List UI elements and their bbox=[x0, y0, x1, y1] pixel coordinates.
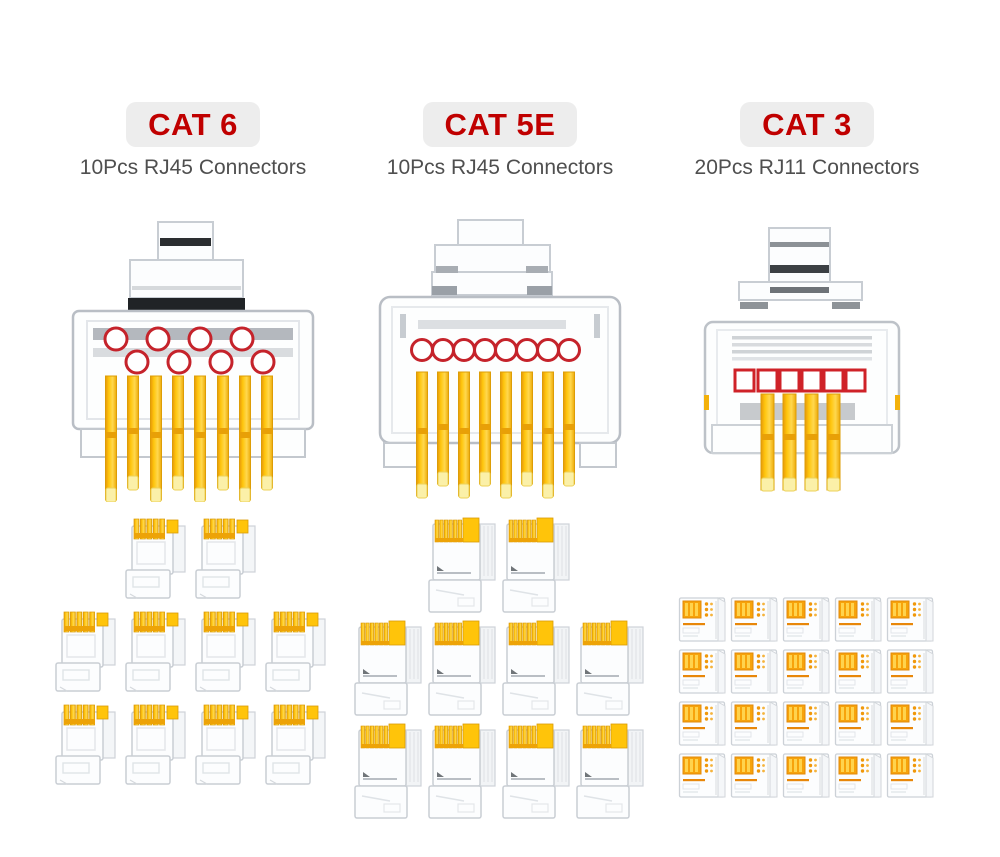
column-cat3: CAT 3 20Pcs RJ11 Connectors bbox=[652, 0, 962, 804]
cat3-grid-row bbox=[678, 752, 936, 799]
cat5e-small-connector bbox=[502, 517, 570, 613]
cat3-pack-grid bbox=[678, 596, 936, 804]
cat3-grid-row bbox=[678, 596, 936, 643]
cat5e-small-connector bbox=[428, 517, 496, 613]
cat5e-badge: CAT 5E bbox=[422, 102, 578, 147]
cat3-subtitle: 20Pcs RJ11 Connectors bbox=[694, 156, 920, 179]
cat3-small-connector bbox=[730, 701, 778, 746]
column-cat6: CAT 6 10Pcs RJ45 Connectors bbox=[38, 0, 348, 795]
cat3-small-connector bbox=[782, 701, 830, 746]
cat6-small-connector bbox=[125, 518, 186, 599]
cat3-small-connector bbox=[834, 597, 882, 642]
cat5e-pack-grid bbox=[354, 516, 646, 825]
cat3-small-connector bbox=[886, 701, 934, 746]
cat5e-small-connector bbox=[354, 620, 422, 716]
cat6-subtitle: 10Pcs RJ45 Connectors bbox=[79, 156, 307, 179]
cat3-small-connector bbox=[730, 753, 778, 798]
cat6-connector-front-view bbox=[71, 221, 315, 502]
cat3-small-connector bbox=[834, 701, 882, 746]
cat3-small-connector bbox=[886, 597, 934, 642]
column-cat5e: CAT 5E 10Pcs RJ45 Connectors bbox=[345, 0, 655, 825]
cat3-small-connector bbox=[730, 597, 778, 642]
cat3-small-connector bbox=[678, 649, 726, 694]
cat5e-small-connector bbox=[502, 620, 570, 716]
cat3-small-connector bbox=[730, 649, 778, 694]
cat6-small-connector bbox=[125, 611, 186, 692]
cat3-grid-row bbox=[678, 700, 936, 747]
cat5e-small-connector bbox=[576, 723, 644, 819]
cat6-small-connector bbox=[125, 704, 186, 785]
cat5e-small-connector bbox=[576, 620, 644, 716]
cat6-pack-grid bbox=[55, 516, 331, 795]
cat3-connector-front-view bbox=[703, 227, 901, 492]
cat6-small-connector bbox=[55, 704, 116, 785]
cat3-small-connector bbox=[782, 649, 830, 694]
cat3-small-connector bbox=[834, 649, 882, 694]
cat5e-small-connector bbox=[354, 723, 422, 819]
cat6-small-connector bbox=[55, 611, 116, 692]
cat5e-grid-row bbox=[354, 722, 646, 820]
cat6-small-connector bbox=[195, 518, 256, 599]
cat3-grid-row bbox=[678, 648, 936, 695]
cat6-small-connector bbox=[195, 611, 256, 692]
cat3-small-connector bbox=[782, 597, 830, 642]
cat3-small-connector bbox=[886, 649, 934, 694]
cat5e-small-connector bbox=[502, 723, 570, 819]
cat3-badge: CAT 3 bbox=[740, 102, 874, 147]
cat3-small-connector bbox=[678, 753, 726, 798]
cat6-grid-row bbox=[125, 516, 261, 604]
cat6-grid-row bbox=[55, 609, 331, 697]
cat5e-small-connector bbox=[428, 620, 496, 716]
cat3-small-connector bbox=[678, 597, 726, 642]
cat3-small-connector bbox=[782, 753, 830, 798]
cat3-small-connector bbox=[678, 701, 726, 746]
cat6-small-connector bbox=[265, 704, 326, 785]
cat6-badge: CAT 6 bbox=[126, 102, 260, 147]
cat5e-small-connector bbox=[428, 723, 496, 819]
cat5e-grid-row bbox=[428, 516, 572, 614]
cat3-small-connector bbox=[886, 753, 934, 798]
cat6-small-connector bbox=[195, 704, 256, 785]
cat5e-grid-row bbox=[354, 619, 646, 717]
cat5e-connector-front-view bbox=[378, 219, 622, 499]
cat3-small-connector bbox=[834, 753, 882, 798]
cat5e-subtitle: 10Pcs RJ45 Connectors bbox=[386, 156, 614, 179]
cat6-small-connector bbox=[265, 611, 326, 692]
cat6-grid-row bbox=[55, 702, 331, 790]
